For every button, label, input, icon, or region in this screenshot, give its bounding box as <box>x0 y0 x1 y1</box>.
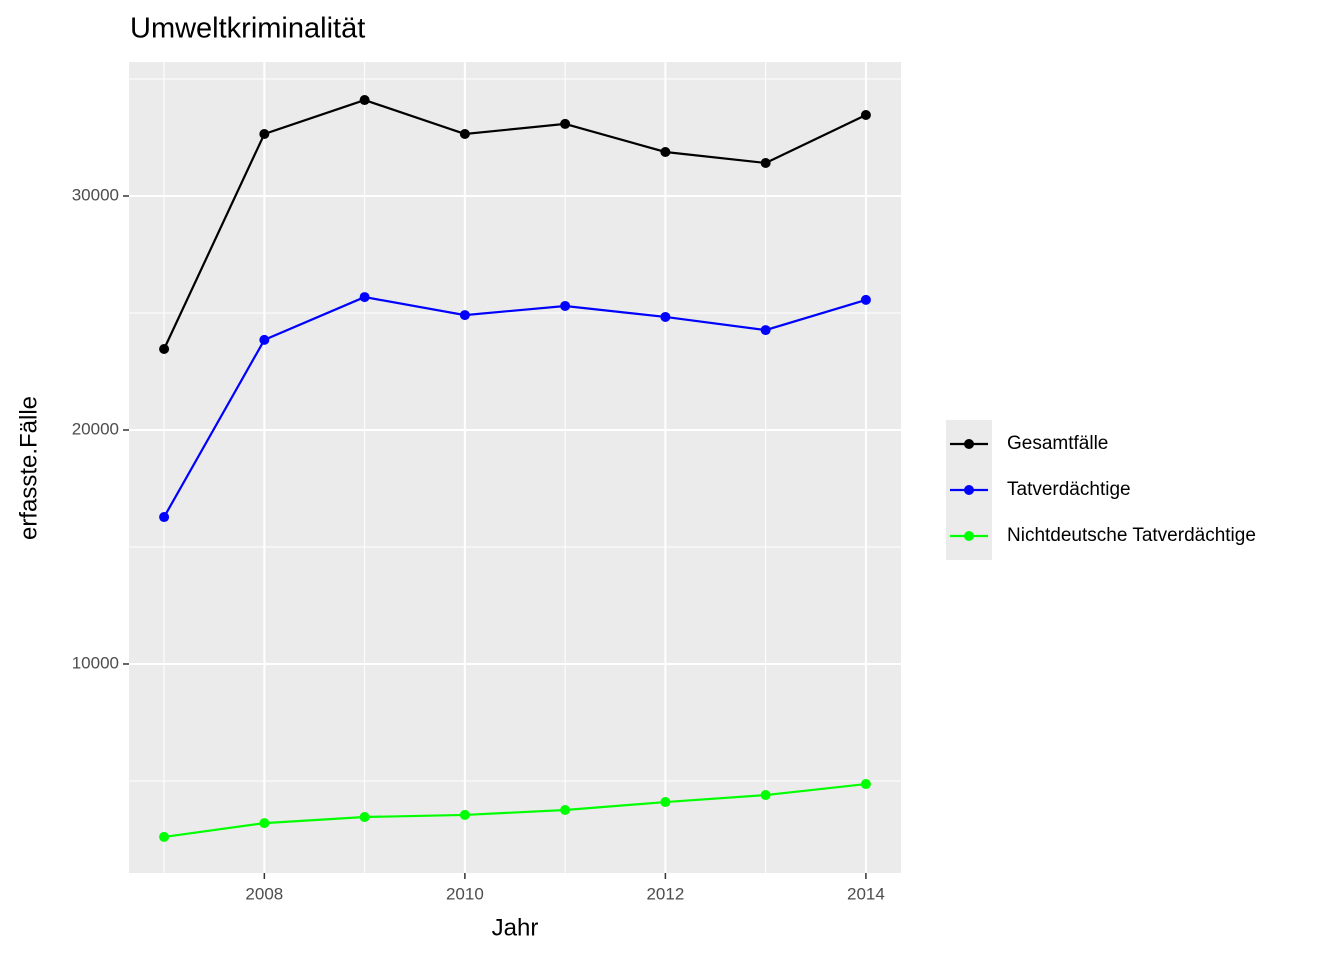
data-point <box>560 118 571 129</box>
data-point <box>359 95 370 106</box>
legend-label: Gesamtfälle <box>1007 433 1108 454</box>
series-line <box>163 782 867 839</box>
data-point <box>860 110 871 121</box>
data-point <box>560 300 571 311</box>
data-point <box>860 779 871 790</box>
data-point <box>760 325 771 336</box>
data-point <box>459 128 470 139</box>
data-point <box>459 809 470 820</box>
series-line <box>163 98 867 350</box>
legend: Gesamtfälle Tatverdächtige Nichtdeutsche T… <box>950 433 1256 546</box>
data-point <box>159 512 170 523</box>
data-point <box>660 311 671 322</box>
data-point <box>259 818 270 829</box>
data-point <box>560 805 571 816</box>
y-tick-label: 10000 <box>72 653 119 672</box>
legend-point <box>964 485 974 495</box>
data-point <box>159 344 170 355</box>
data-point <box>259 128 270 139</box>
x-axis-label: Jahr <box>492 914 539 941</box>
marks <box>159 95 871 842</box>
data-point <box>860 294 871 305</box>
y-tick-label: 30000 <box>72 185 119 204</box>
x-tick-label: 2014 <box>847 884 885 903</box>
x-tick-label: 2012 <box>646 884 684 903</box>
data-point <box>760 790 771 801</box>
data-point <box>660 797 671 808</box>
data-point <box>660 146 671 157</box>
data-point <box>359 292 370 303</box>
grid <box>129 62 901 873</box>
x-tick-label: 2010 <box>446 884 484 903</box>
data-point <box>259 334 270 345</box>
data-point <box>159 831 170 842</box>
y-axis-label: erfasste.Fälle <box>15 396 42 540</box>
x-tick-label: 2008 <box>245 884 283 903</box>
legend-label: Tatverdächtige <box>1007 479 1131 500</box>
panel <box>129 62 901 873</box>
chart-title: Umweltkriminalität <box>130 13 365 45</box>
legend-label: Nichtdeutsche Tatverdächtige <box>1007 525 1256 546</box>
data-point <box>459 310 470 321</box>
y-tick-label: 20000 <box>72 419 119 438</box>
legend-point <box>964 531 974 541</box>
data-point <box>760 157 771 168</box>
data-point <box>359 812 370 823</box>
legend-point <box>964 439 974 449</box>
series-line <box>163 295 867 518</box>
